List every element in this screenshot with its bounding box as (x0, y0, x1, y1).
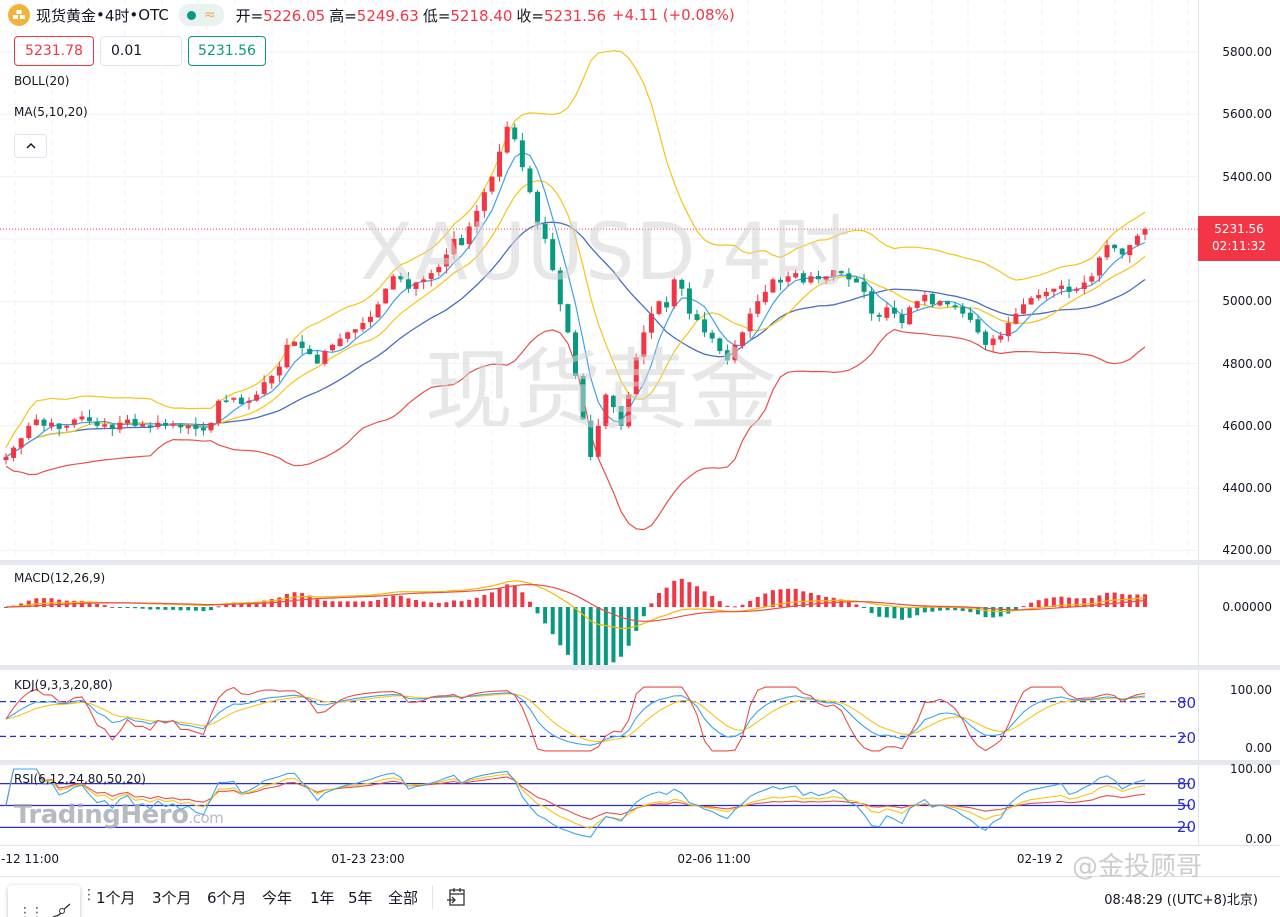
buy-button[interactable]: 5231.56 (188, 36, 266, 66)
interval[interactable]: 4时 (104, 6, 130, 25)
drawing-toolbar-popup[interactable]: ⋮⋮ (8, 885, 80, 917)
macd-pane[interactable]: MACD(12,26,9) (0, 565, 1198, 684)
range-more-icon: ⋮ (82, 887, 96, 903)
pane-separator[interactable] (0, 665, 1280, 670)
range-button[interactable]: 5年 (348, 889, 373, 907)
gold-coin-icon (8, 4, 30, 26)
range-button[interactable]: 今年 (262, 889, 293, 907)
pane-separator[interactable] (0, 560, 1280, 565)
rsi-level-20: 20 (1176, 818, 1196, 836)
trade-panel: 5231.78 0.01 5231.56 (14, 36, 266, 66)
sell-button[interactable]: 5231.78 (14, 36, 94, 66)
rsi-label[interactable]: RSI(6,12,24,80,50,20) (14, 772, 146, 786)
rsi-chart (0, 768, 1190, 838)
quantity-input[interactable]: 0.01 (100, 36, 182, 66)
price-change: +4.11 (+0.08%) (612, 6, 735, 24)
last-price-tag: 5231.56 02:11:32 (1198, 216, 1280, 261)
toolbar-divider (432, 885, 433, 909)
rsi-level-50: 50 (1176, 796, 1196, 814)
macd-axis[interactable]: 0.00000 (1198, 565, 1280, 665)
range-button[interactable]: 3个月 (152, 889, 192, 907)
market-status[interactable]: ≈ (178, 4, 224, 26)
delayed-data-icon: ≈ (203, 7, 216, 23)
exchange: OTC (138, 6, 169, 24)
time-axis[interactable]: -12 11:00 01-23 23:00 02-06 11:00 02-19 … (0, 845, 1280, 875)
macd-chart (4, 578, 1147, 684)
bottom-toolbar: ⋮⋮ ⋮ 1个月 3个月 6个月 今年 1年 5年 全部 08:48:29 ((UTC+8)… (0, 876, 1280, 917)
market-open-icon (186, 10, 196, 20)
candlestick-chart[interactable] (0, 0, 1198, 560)
rsi-pane[interactable]: RSI(6,12,24,80,50,20) (0, 765, 1198, 845)
timezone-clock[interactable]: 08:48:29 ((UTC+8)北京) (1104, 893, 1258, 908)
kdj-level-20: 20 (1176, 729, 1196, 747)
range-button[interactable]: 1年 (310, 889, 335, 907)
rsi-axis[interactable]: 100.00 0.00 (1198, 762, 1280, 846)
drag-handle-icon[interactable]: ⋮⋮ (18, 905, 44, 917)
ohlc-values: 开=5226.05 高=5249.63 低=5218.40 收=5231.56 (235, 6, 607, 25)
chevron-up-icon (25, 142, 36, 149)
bar-countdown: 02:11:32 (1212, 239, 1266, 253)
symbol-name[interactable]: 现货黄金 (36, 6, 97, 25)
ma-indicator-label[interactable]: MA(5,10,20) (14, 105, 88, 119)
tradinghero-watermark: TradingHero.com (14, 800, 224, 830)
boll-indicator-label[interactable]: BOLL(20) (14, 74, 70, 88)
pane-separator[interactable] (0, 760, 1280, 765)
symbol-legend: 现货黄金 • 4时 • OTC ≈ 开=5226.05 高=5249.63 低=52… (8, 4, 735, 26)
price-pane[interactable]: XAUUSD,4时 现货黄金 现货黄金 • 4时 • OTC ≈ 开=5226.… (0, 0, 1198, 560)
kdj-pane[interactable]: KDJ(9,3,3,20,80) (0, 670, 1198, 760)
goto-date-icon[interactable] (446, 886, 468, 908)
rsi-level-80: 80 (1176, 775, 1196, 793)
kdj-axis[interactable]: 100.00 0.00 (1198, 670, 1280, 760)
range-button[interactable]: 1个月 (96, 889, 136, 907)
trend-line-icon[interactable] (48, 901, 74, 917)
price-axis[interactable]: 5800.00 5600.00 5400.00 5000.00 4800.00 4600.… (1198, 0, 1280, 560)
range-button[interactable]: 全部 (388, 889, 419, 907)
range-button[interactable]: 6个月 (207, 889, 247, 907)
macd-label[interactable]: MACD(12,26,9) (14, 571, 106, 585)
weibo-watermark: @金投顾哥 (1072, 852, 1203, 882)
collapse-indicators-button[interactable] (14, 134, 47, 158)
kdj-chart (0, 686, 1190, 752)
kdj-level-80: 80 (1176, 694, 1196, 712)
kdj-label[interactable]: KDJ(9,3,3,20,80) (14, 678, 113, 692)
